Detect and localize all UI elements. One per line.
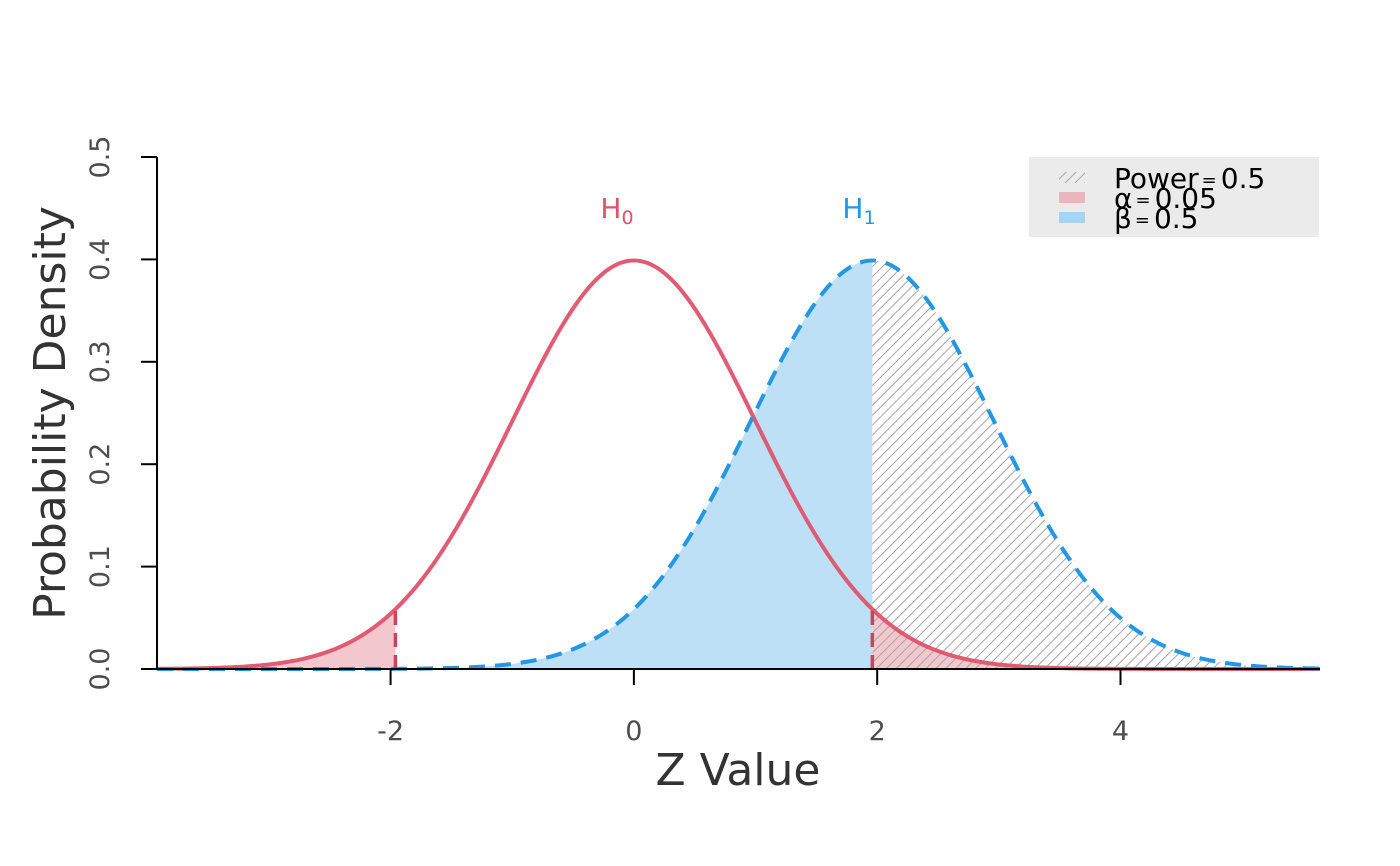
legend-entry-power: Power = 0.5 bbox=[1114, 162, 1265, 195]
y-tick-label: 0.2 bbox=[85, 443, 116, 486]
y-tick-label: 0.5 bbox=[85, 136, 116, 179]
legend: Power = 0.5 α = 0.05 β = 0.5 bbox=[1029, 157, 1319, 237]
critical-value-lines bbox=[393, 606, 875, 669]
x-axis-title: Z Value bbox=[656, 745, 821, 796]
legend-entry-alpha: α = 0.05 bbox=[1114, 182, 1217, 215]
y-axis-title: Probability Density bbox=[25, 206, 76, 620]
region-power-3 bbox=[872, 260, 1320, 669]
h0-curve-label: H0 bbox=[600, 192, 633, 229]
y-tick-label: 0.1 bbox=[85, 545, 116, 588]
region-alpha-0 bbox=[157, 609, 396, 669]
legend-swatch-beta bbox=[1059, 212, 1085, 223]
legend-entry-beta: β = 0.5 bbox=[1114, 202, 1199, 235]
x-tick-label: 4 bbox=[1112, 716, 1129, 747]
axes: -2 0 2 4 0.0 0.1 0.2 0.3 0.4 0.5 bbox=[85, 136, 1320, 747]
h1-curve-label: H1 bbox=[842, 192, 875, 229]
x-axis-ticks: -2 0 2 4 bbox=[377, 669, 1129, 747]
shaded-regions bbox=[157, 260, 1320, 669]
legend-swatch-alpha bbox=[1059, 192, 1085, 203]
y-tick-label: 0.4 bbox=[85, 238, 116, 281]
x-tick-label: -2 bbox=[377, 716, 404, 747]
y-tick-label: 0.3 bbox=[85, 340, 116, 383]
x-tick-label: 2 bbox=[869, 716, 886, 747]
legend-swatch-power bbox=[1059, 172, 1085, 183]
y-tick-label: 0.0 bbox=[85, 648, 116, 691]
y-axis-ticks: 0.0 0.1 0.2 0.3 0.4 0.5 bbox=[85, 136, 157, 691]
region-beta-2 bbox=[157, 260, 873, 669]
x-tick-label: 0 bbox=[625, 716, 642, 747]
